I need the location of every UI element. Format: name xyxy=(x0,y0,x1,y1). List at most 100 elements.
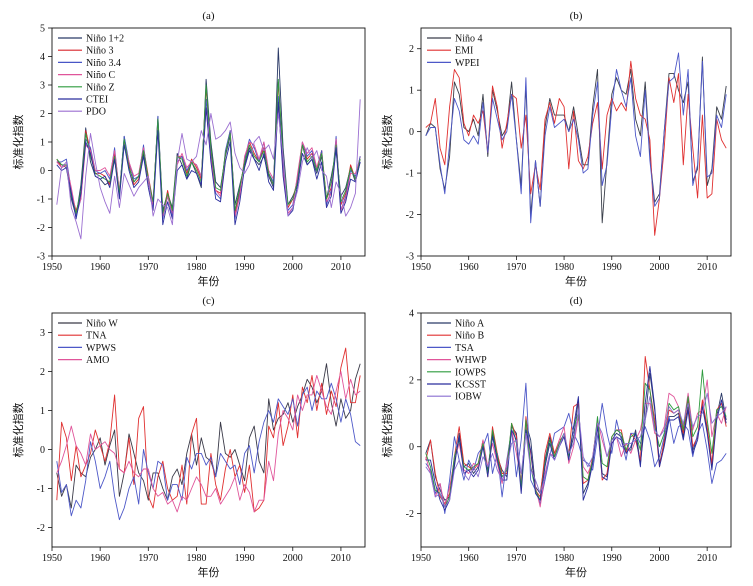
y-tick-label: -1 xyxy=(406,169,414,180)
y-axis-title: 标准化指数 xyxy=(11,403,25,458)
legend-label-3: Niño 3.4 xyxy=(86,58,121,69)
x-axis-title: 年份 xyxy=(565,565,587,579)
series-group xyxy=(425,52,727,236)
legend-label-7: IOBW xyxy=(455,392,482,403)
series-line-7 xyxy=(425,392,727,508)
panel-label: (c) xyxy=(202,295,215,307)
x-tick-label: 1960 xyxy=(90,553,110,564)
legend-label-5: IOWPS xyxy=(455,367,486,378)
x-tick-label: 1990 xyxy=(602,553,622,564)
x-tick-label: 1980 xyxy=(186,262,206,273)
y-tick-label: 0 xyxy=(409,442,414,453)
y-tick-label: 2 xyxy=(40,109,45,120)
x-axis-title: 年份 xyxy=(198,565,220,579)
series-line-1 xyxy=(425,372,727,501)
x-tick-label: 1960 xyxy=(459,553,479,564)
y-tick-label: 2 xyxy=(409,375,414,386)
y-tick-label: -1 xyxy=(37,484,45,495)
legend-label-2: EMI xyxy=(455,46,473,57)
y-tick-label: -3 xyxy=(406,252,414,263)
plot-frame xyxy=(420,312,732,548)
x-tick-label: 1950 xyxy=(42,553,62,564)
legend-label-1: Niño A xyxy=(455,319,485,330)
panel-4: (d) 1950 1960 1970 1980 1990 2000 2010 -2 0 2 4 年份 标准… xyxy=(380,295,732,579)
y-tick-label: 1 xyxy=(409,86,414,97)
legend-label-6: KCSST xyxy=(455,380,486,391)
x-tick-label: 1980 xyxy=(186,553,206,564)
y-tick-label: 0 xyxy=(40,445,45,456)
legend-label-4: WHWP xyxy=(455,355,487,366)
x-tick-label: 2010 xyxy=(697,262,717,273)
panel-label: (a) xyxy=(202,10,215,22)
x-tick-label: 1980 xyxy=(554,262,574,273)
legend-label-1: Niño 4 xyxy=(455,34,483,45)
legend-label-7: PDO xyxy=(86,107,106,118)
series-line-7 xyxy=(56,99,361,240)
y-tick-label: 0 xyxy=(409,127,414,138)
series-line-1 xyxy=(56,363,361,509)
x-tick-label: 2010 xyxy=(697,553,717,564)
y-axis-title: 标准化指数 xyxy=(380,115,394,170)
x-tick-label: 1970 xyxy=(506,553,526,564)
y-tick-label: 1 xyxy=(40,406,45,417)
x-tick-label: 2000 xyxy=(649,553,669,564)
plot-frame xyxy=(51,312,366,548)
legend-label-3: TSA xyxy=(455,343,475,354)
x-tick-label: 1970 xyxy=(138,553,158,564)
x-tick-label: 1980 xyxy=(554,553,574,564)
x-tick-label: 1970 xyxy=(506,262,526,273)
x-tick-label: 2000 xyxy=(283,262,303,273)
legend-label-2: Niño B xyxy=(455,331,485,342)
series-group xyxy=(56,347,361,521)
legend-label-2: TNA xyxy=(86,331,107,342)
panel-2: (b) 1950 1960 1970 1980 1990 2000 2010 -3 -2 -1 0 1 2… xyxy=(380,10,732,288)
series-line-5 xyxy=(56,78,361,214)
y-tick-label: 5 xyxy=(40,24,45,35)
legend-label-1: Niño 1+2 xyxy=(86,34,124,45)
legend-label-4: Niño C xyxy=(86,70,116,81)
y-tick-label: 3 xyxy=(40,81,45,92)
series-line-5 xyxy=(425,369,727,508)
series-line-4 xyxy=(56,371,361,513)
x-tick-label: 1990 xyxy=(235,262,255,273)
x-tick-label: 2010 xyxy=(331,553,351,564)
series-line-3 xyxy=(425,52,727,224)
panel-3: (c) 1950 1960 1970 1980 1990 2000 2010 -2 -1 0 1 2 3 年… xyxy=(11,295,366,579)
y-tick-label: 0 xyxy=(40,166,45,177)
series-line-2 xyxy=(56,347,361,513)
x-tick-label: 1990 xyxy=(235,553,255,564)
y-tick-label: 1 xyxy=(40,138,45,149)
y-tick-label: -2 xyxy=(406,210,414,221)
series-line-1 xyxy=(425,56,727,224)
series-group xyxy=(425,356,727,515)
legend-label-6: CTEI xyxy=(86,95,108,106)
series-line-6 xyxy=(56,101,361,226)
y-tick-label: 4 xyxy=(40,52,45,63)
x-tick-label: 1950 xyxy=(411,262,431,273)
panel-label: (b) xyxy=(570,10,583,22)
y-tick-label: -1 xyxy=(37,195,45,206)
y-axis-title: 标准化指数 xyxy=(11,115,25,170)
series-line-3 xyxy=(56,382,361,521)
legend-label-3: WPWS xyxy=(86,343,116,354)
y-tick-label: 3 xyxy=(40,328,45,339)
y-tick-label: -2 xyxy=(37,223,45,234)
series-line-6 xyxy=(425,366,727,511)
panel-label: (d) xyxy=(570,295,583,307)
series-line-3 xyxy=(425,382,727,515)
x-tick-label: 2010 xyxy=(331,262,351,273)
x-tick-label: 1950 xyxy=(411,553,431,564)
x-tick-label: 2000 xyxy=(283,553,303,564)
y-axis-title: 标准化指数 xyxy=(380,403,394,458)
x-axis-title: 年份 xyxy=(565,274,587,288)
x-tick-label: 2000 xyxy=(649,262,669,273)
series-line-2 xyxy=(425,60,727,236)
legend-label-1: Niño W xyxy=(86,319,118,330)
y-tick-label: -2 xyxy=(37,523,45,534)
x-tick-label: 1960 xyxy=(90,262,110,273)
